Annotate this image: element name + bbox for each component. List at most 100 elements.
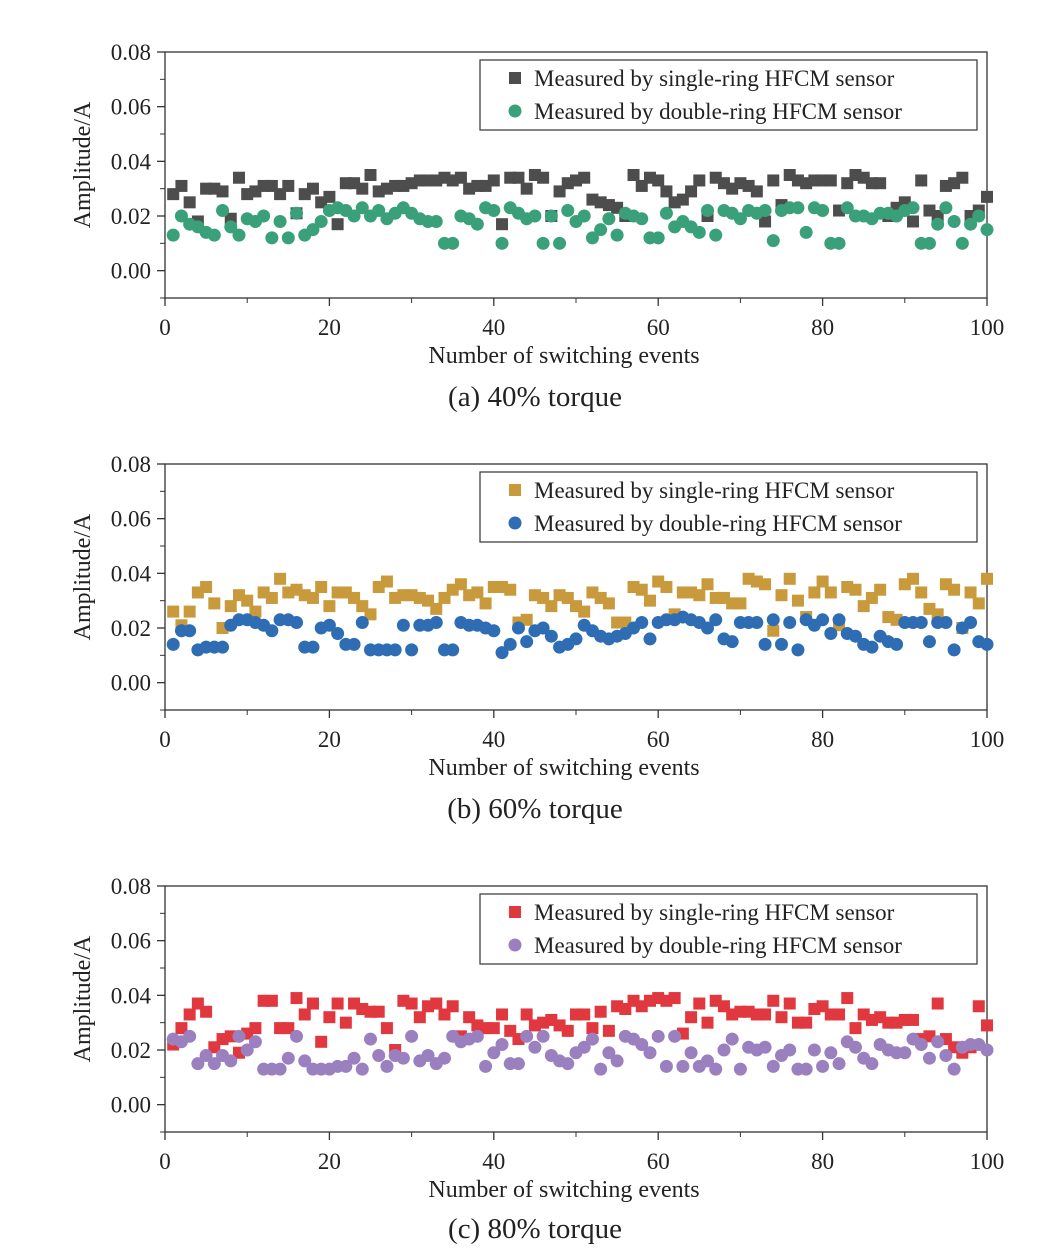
data-point-square — [685, 1011, 698, 1024]
data-point-square — [282, 1022, 295, 1035]
data-point-circle — [273, 1062, 287, 1076]
data-point-circle — [536, 236, 550, 250]
data-point-circle — [659, 206, 673, 220]
data-point-circle — [290, 616, 304, 630]
data-point-circle — [166, 637, 180, 651]
y-tick-label: 0.02 — [111, 616, 151, 641]
data-point-circle — [281, 231, 295, 245]
data-point-square — [643, 594, 656, 607]
data-point-circle — [651, 231, 665, 245]
data-point-square — [915, 174, 928, 187]
y-axis-label: Amplitude/A — [70, 101, 96, 228]
y-axis-label: Amplitude/A — [70, 935, 96, 1062]
data-point-square — [454, 171, 467, 184]
data-point-circle — [364, 1032, 377, 1046]
data-point-circle — [561, 1057, 575, 1071]
data-point-circle — [470, 1029, 484, 1043]
data-point-circle — [487, 204, 501, 218]
data-point-square — [331, 218, 344, 231]
x-tick-label: 20 — [318, 1149, 341, 1174]
data-point-square — [907, 572, 920, 585]
data-point-square — [981, 572, 993, 585]
data-point-circle — [758, 637, 772, 651]
legend-marker-circle — [508, 104, 522, 118]
legend-label: Measured by double-ring HFCM sensor — [534, 933, 902, 958]
x-axis-label: Number of switching events — [428, 755, 699, 781]
panel-b: 0.00 0.02 0.04 0.06 0.08 0 20 40 60 80 100 Number o… — [0, 412, 1051, 832]
data-point-circle — [446, 236, 460, 250]
data-point-circle — [224, 220, 238, 234]
data-point-square — [800, 1016, 813, 1029]
series-1 — [167, 169, 993, 231]
data-point-circle — [520, 1029, 534, 1043]
caption: (a) 40% torque — [448, 381, 622, 413]
data-point-circle — [553, 236, 567, 250]
data-point-square — [890, 1016, 903, 1029]
data-point-square — [364, 608, 377, 621]
legend-marker-square — [509, 72, 521, 84]
data-point-circle — [659, 1059, 673, 1073]
data-point-circle — [183, 1029, 197, 1043]
data-point-square — [282, 179, 295, 192]
data-point-circle — [684, 1046, 698, 1060]
data-point-circle — [495, 1038, 509, 1052]
x-tick-label: 80 — [811, 727, 834, 752]
data-point-circle — [273, 214, 287, 228]
data-point-square — [167, 605, 180, 618]
data-point-circle — [306, 223, 320, 237]
data-point-square — [693, 997, 706, 1010]
y-axis-label: Amplitude/A — [70, 513, 96, 640]
data-point-circle — [766, 613, 780, 627]
data-point-square — [298, 1008, 311, 1021]
data-point-square — [759, 1008, 772, 1021]
data-point-circle — [347, 1051, 361, 1065]
data-point-circle — [816, 1059, 830, 1073]
data-point-square — [183, 605, 196, 618]
data-point-circle — [922, 1051, 936, 1065]
data-point-square — [783, 997, 796, 1010]
data-point-square — [833, 1008, 846, 1021]
data-point-circle — [470, 217, 484, 231]
data-point-circle — [224, 1054, 238, 1068]
legend-box — [479, 893, 978, 965]
data-point-square — [981, 1019, 993, 1032]
data-point-square — [956, 171, 969, 184]
data-point-circle — [709, 613, 723, 627]
series-2 — [166, 201, 994, 250]
legend-label: Measured by single-ring HFCM sensor — [534, 478, 895, 503]
data-point-square — [964, 586, 977, 599]
data-point-square — [652, 174, 665, 187]
data-point-square — [981, 190, 993, 203]
y-tick-label: 0.06 — [111, 507, 151, 532]
data-point-circle — [281, 1051, 295, 1065]
data-point-square — [948, 583, 961, 596]
data-point-square — [200, 581, 213, 593]
data-point-circle — [594, 223, 608, 237]
caption: (b) 60% torque — [447, 793, 623, 825]
data-point-square — [323, 190, 336, 203]
data-point-circle — [914, 616, 928, 630]
data-point-circle — [733, 1062, 747, 1076]
data-point-square — [660, 581, 673, 593]
y-tick-label: 0.04 — [111, 983, 152, 1008]
data-point-square — [520, 182, 533, 195]
y-tick-label: 0.08 — [111, 452, 151, 477]
data-point-circle — [610, 1054, 624, 1068]
data-point-circle — [709, 1062, 723, 1076]
series-2 — [166, 610, 994, 660]
data-point-square — [578, 1008, 591, 1021]
data-point-circle — [207, 228, 221, 242]
data-point-square — [331, 997, 344, 1010]
x-tick-label: 40 — [482, 727, 505, 752]
data-point-square — [487, 1022, 500, 1035]
legend-marker-square — [509, 484, 521, 496]
data-point-square — [454, 578, 467, 591]
series-1 — [167, 992, 993, 1059]
data-point-circle — [922, 236, 936, 250]
data-point-square — [767, 174, 780, 187]
data-point-square — [520, 613, 533, 626]
x-tick-label: 20 — [318, 727, 341, 752]
data-point-square — [496, 1008, 509, 1021]
data-point-circle — [585, 231, 599, 245]
data-point-circle — [437, 1051, 451, 1065]
